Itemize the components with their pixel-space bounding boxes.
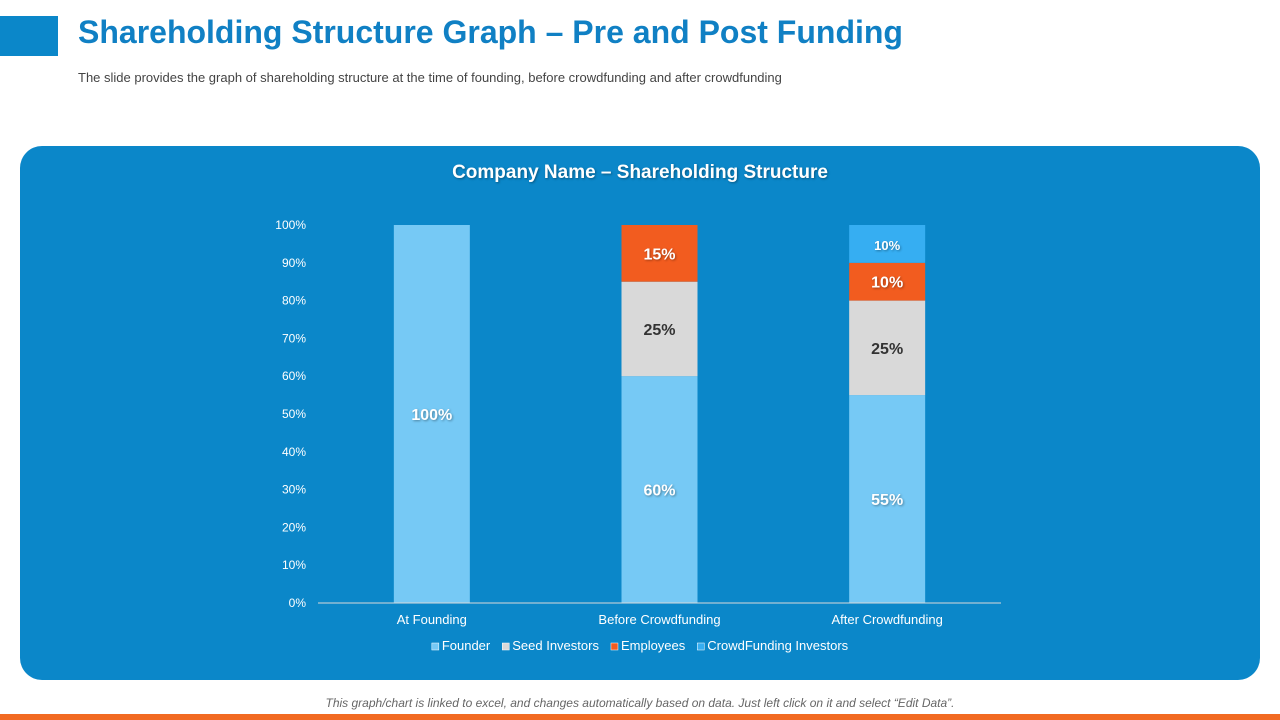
legend-swatch	[610, 642, 619, 651]
y-axis: 0% 10% 20% 30% 40% 50% 60% 70% 80% 90% 100%	[275, 218, 306, 610]
y-tick-label: 20%	[282, 520, 306, 534]
legend-swatch	[431, 642, 440, 651]
legend-item: Founder	[431, 638, 491, 653]
legend-item: CrowdFunding Investors	[697, 638, 849, 653]
bar-segment	[849, 395, 926, 603]
x-category-label: Before Crowdfunding	[598, 612, 720, 627]
y-tick-label: 0%	[289, 596, 307, 610]
chart-legend: Founder Seed Investors Employees CrowdFundi…	[431, 638, 849, 653]
legend-swatch	[697, 642, 705, 651]
y-tick-label: 80%	[282, 294, 306, 308]
legend-label: CrowdFunding Investors	[707, 638, 848, 653]
legend-label: Employees	[621, 638, 686, 653]
y-tick-label: 70%	[282, 331, 306, 345]
bar-stacks: 100% 60% 25% 15% 55% 25% 10% 10%	[393, 225, 926, 603]
bar-segment	[849, 300, 926, 396]
bar-segment	[621, 281, 698, 377]
legend-label: Seed Investors	[512, 638, 599, 653]
shareholding-chart[interactable]: Company Name – Shareholding Structure 0%…	[20, 146, 1260, 680]
bar-segment	[621, 376, 698, 603]
y-tick-label: 90%	[282, 256, 306, 270]
x-category-label: At Founding	[397, 612, 467, 627]
bar-segment	[621, 225, 698, 282]
bar-data-label: 15%	[643, 246, 675, 263]
y-tick-label: 10%	[282, 558, 306, 572]
x-axis: At Founding Before Crowdfunding After Crow…	[318, 602, 1001, 627]
legend-item: Seed Investors	[501, 638, 599, 653]
bar-segment	[849, 262, 926, 301]
legend-swatch	[501, 642, 510, 651]
x-category-label: After Crowdfunding	[832, 612, 943, 627]
footer-note: This graph/chart is linked to excel, and…	[325, 696, 955, 710]
bar-data-label: 55%	[871, 492, 903, 509]
bottom-accent-bar	[0, 714, 1280, 720]
y-tick-label: 50%	[282, 407, 306, 421]
bar-data-label: 25%	[871, 341, 903, 358]
title-accent-block	[0, 16, 58, 56]
chart-title: Company Name – Shareholding Structure	[452, 162, 828, 183]
bar-data-label: 100%	[411, 407, 452, 424]
y-tick-label: 30%	[282, 483, 306, 497]
page-subtitle: The slide provides the graph of sharehol…	[78, 70, 782, 85]
page-title: Shareholding Structure Graph – Pre and P…	[78, 14, 903, 50]
chart-panel: Company Name – Shareholding Structure 0%…	[20, 146, 1260, 680]
legend-item: Employees	[610, 638, 686, 653]
bar-segment	[393, 225, 470, 603]
y-tick-label: 100%	[275, 218, 306, 232]
legend-label: Founder	[442, 638, 491, 653]
bar-data-label: 10%	[874, 238, 900, 253]
bar-data-label: 25%	[643, 322, 675, 339]
y-tick-label: 60%	[282, 369, 306, 383]
bar-segment	[849, 225, 926, 263]
bar-data-label: 10%	[871, 275, 903, 292]
bar-data-label: 60%	[643, 483, 675, 500]
y-tick-label: 40%	[282, 445, 306, 459]
